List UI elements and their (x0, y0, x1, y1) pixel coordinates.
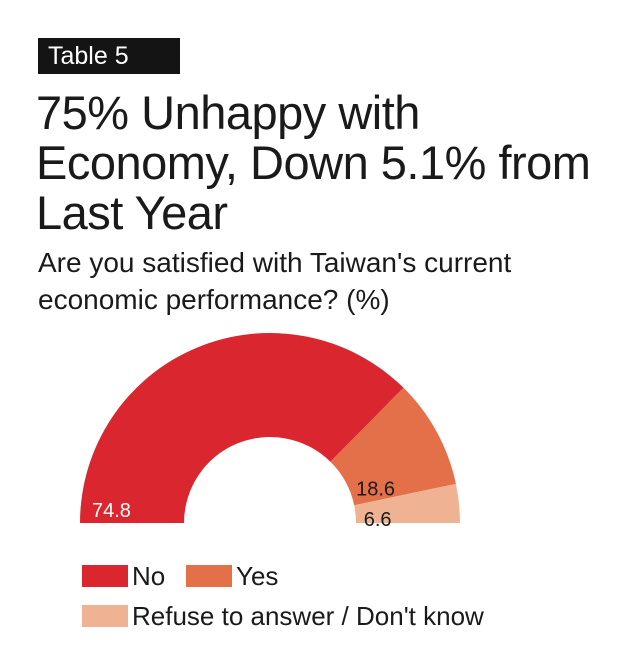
data-label-no: 74.8 (92, 500, 131, 522)
data-label-yes: 18.6 (356, 478, 395, 500)
slice-no (80, 333, 404, 523)
legend-label-no: No (132, 561, 166, 591)
chart-subtitle: Are you satisfied with Taiwan's current … (38, 247, 512, 315)
slice-refuse (354, 483, 460, 523)
data-label-refuse: 6.6 (364, 509, 392, 530)
slice-yes (330, 387, 456, 506)
legend-label-yes: Yes (236, 561, 279, 591)
legend-swatch-no (82, 565, 128, 587)
legend-item-no: No (82, 561, 165, 591)
legend-label-refuse: Refuse to answer / Don't know (132, 601, 484, 631)
legend-swatch-refuse (82, 605, 128, 627)
chart-title: 75% Unhappy with Economy, Down 5.1% from… (36, 86, 591, 239)
legend-item-yes: Yes (186, 561, 278, 591)
table-number-badge: Table 5 (38, 38, 180, 74)
legend-item-refuse: Refuse to answer / Don't know (82, 601, 484, 631)
half-donut-chart: 74.8 18.6 6.6 (80, 333, 460, 530)
legend-swatch-yes (186, 565, 232, 587)
